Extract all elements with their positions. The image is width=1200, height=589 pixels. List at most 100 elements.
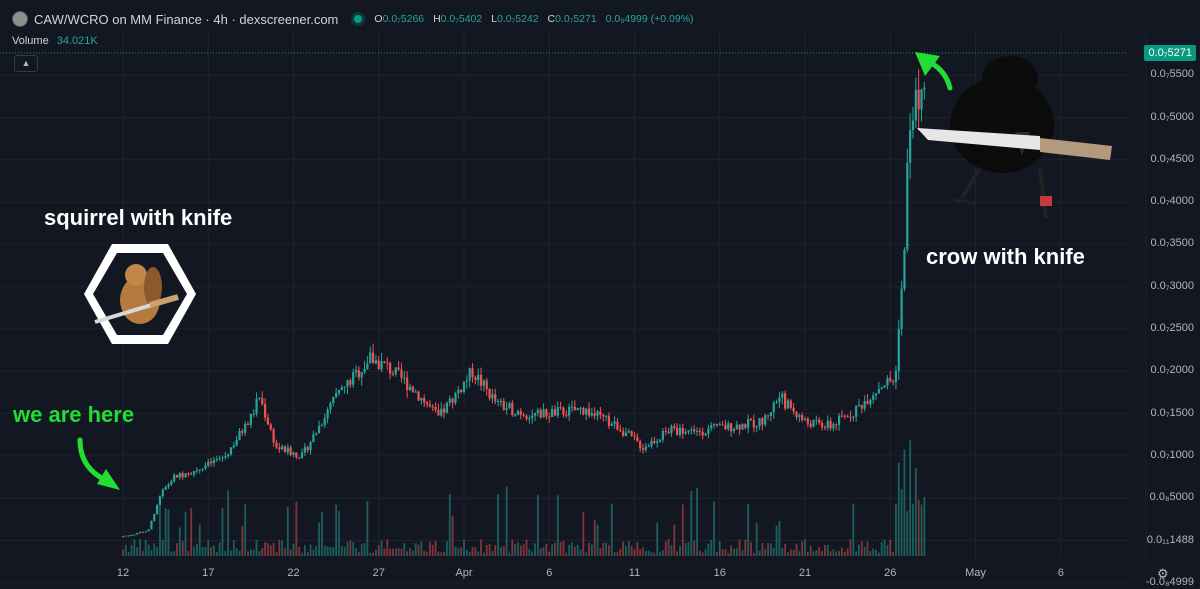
candle bbox=[906, 148, 909, 253]
candle bbox=[380, 352, 383, 373]
candle bbox=[846, 414, 849, 418]
time-tick-label: 22 bbox=[287, 567, 300, 579]
volume-bar bbox=[858, 544, 860, 556]
candle bbox=[502, 397, 505, 411]
candle bbox=[286, 443, 289, 456]
pair-title[interactable]: CAW/WCRO on MM Finance · 4h · dexscreene… bbox=[34, 11, 339, 27]
candle bbox=[923, 81, 926, 100]
candle bbox=[744, 423, 747, 430]
volume-bar bbox=[912, 503, 914, 556]
candle bbox=[278, 442, 281, 453]
volume-bar bbox=[411, 550, 414, 556]
candle bbox=[749, 417, 753, 421]
volume-bar bbox=[340, 546, 343, 556]
volume-bar bbox=[559, 541, 562, 556]
volume-bar bbox=[761, 543, 764, 556]
volume-bar bbox=[551, 544, 553, 556]
settings-gear-icon[interactable]: ⚙ bbox=[1157, 566, 1169, 581]
candle bbox=[514, 412, 517, 417]
volume-bar bbox=[849, 539, 852, 556]
volume-bar bbox=[295, 501, 298, 556]
candle bbox=[164, 485, 167, 491]
volume-bar bbox=[647, 550, 650, 556]
candle bbox=[678, 424, 682, 438]
volume-bar bbox=[133, 539, 136, 556]
volume-bar bbox=[315, 546, 318, 556]
candle bbox=[869, 398, 872, 408]
candle bbox=[272, 427, 275, 447]
candle bbox=[394, 367, 397, 377]
candle bbox=[593, 407, 596, 420]
candle bbox=[644, 442, 647, 453]
price-tick-label: 0.0₇2500 bbox=[1150, 322, 1194, 334]
volume-bar bbox=[321, 511, 323, 556]
candle bbox=[133, 534, 136, 536]
candle bbox=[835, 423, 838, 431]
candle bbox=[431, 404, 434, 412]
candle bbox=[917, 69, 920, 131]
candle bbox=[650, 437, 653, 449]
volume-label: Volume bbox=[12, 35, 49, 47]
candle bbox=[909, 113, 912, 179]
candle bbox=[707, 424, 710, 439]
volume-bar bbox=[164, 508, 167, 556]
volume-bar bbox=[406, 551, 409, 556]
volume-bar bbox=[750, 542, 752, 556]
volume-bar bbox=[673, 524, 676, 556]
candle bbox=[306, 445, 309, 454]
volume-bar bbox=[230, 550, 232, 556]
candle bbox=[735, 420, 738, 430]
high-label: H bbox=[433, 13, 441, 25]
candle bbox=[255, 392, 258, 417]
candle bbox=[809, 419, 812, 429]
candle bbox=[900, 280, 903, 336]
volume-bars bbox=[122, 440, 926, 556]
volume-bar bbox=[531, 551, 534, 556]
volume-bar bbox=[184, 511, 187, 556]
candle bbox=[766, 414, 770, 421]
volume-bar bbox=[366, 501, 369, 556]
volume-bar bbox=[352, 541, 355, 556]
volume-bar bbox=[826, 544, 829, 556]
candle bbox=[391, 370, 395, 377]
candle bbox=[693, 424, 696, 435]
volume-bar bbox=[346, 541, 349, 556]
volume-bar bbox=[426, 552, 428, 556]
candle bbox=[542, 403, 545, 418]
candle bbox=[468, 367, 471, 388]
volume-bar bbox=[318, 522, 320, 556]
candle bbox=[411, 385, 414, 393]
volume-bar bbox=[272, 542, 275, 556]
candle bbox=[664, 426, 667, 436]
collapse-legend-button[interactable]: ▲ bbox=[14, 55, 38, 72]
volume-bar bbox=[735, 548, 738, 556]
candle bbox=[730, 422, 733, 437]
candle bbox=[619, 424, 622, 433]
volume-bar bbox=[880, 542, 883, 556]
volume-bar bbox=[167, 509, 170, 556]
volume-bar bbox=[213, 545, 215, 556]
volume-bar bbox=[798, 551, 801, 556]
volume-bar bbox=[312, 549, 315, 556]
volume-bar bbox=[733, 548, 735, 556]
candle bbox=[383, 361, 386, 364]
volume-bar bbox=[687, 542, 690, 556]
candle bbox=[207, 459, 210, 468]
candle bbox=[471, 363, 474, 383]
candle bbox=[457, 386, 460, 399]
candle bbox=[150, 520, 153, 530]
candle bbox=[695, 427, 699, 436]
candle bbox=[488, 387, 491, 401]
volume-bar bbox=[644, 551, 647, 556]
candle bbox=[815, 415, 818, 425]
candle bbox=[437, 403, 440, 416]
volume-bar bbox=[377, 545, 380, 556]
volume-bar bbox=[855, 551, 858, 556]
volume-bar bbox=[431, 544, 434, 556]
volume-bar bbox=[454, 546, 457, 556]
here-arrow-icon bbox=[77, 437, 120, 490]
volume-bar bbox=[343, 546, 346, 556]
candle bbox=[775, 399, 778, 404]
candle bbox=[289, 445, 292, 457]
